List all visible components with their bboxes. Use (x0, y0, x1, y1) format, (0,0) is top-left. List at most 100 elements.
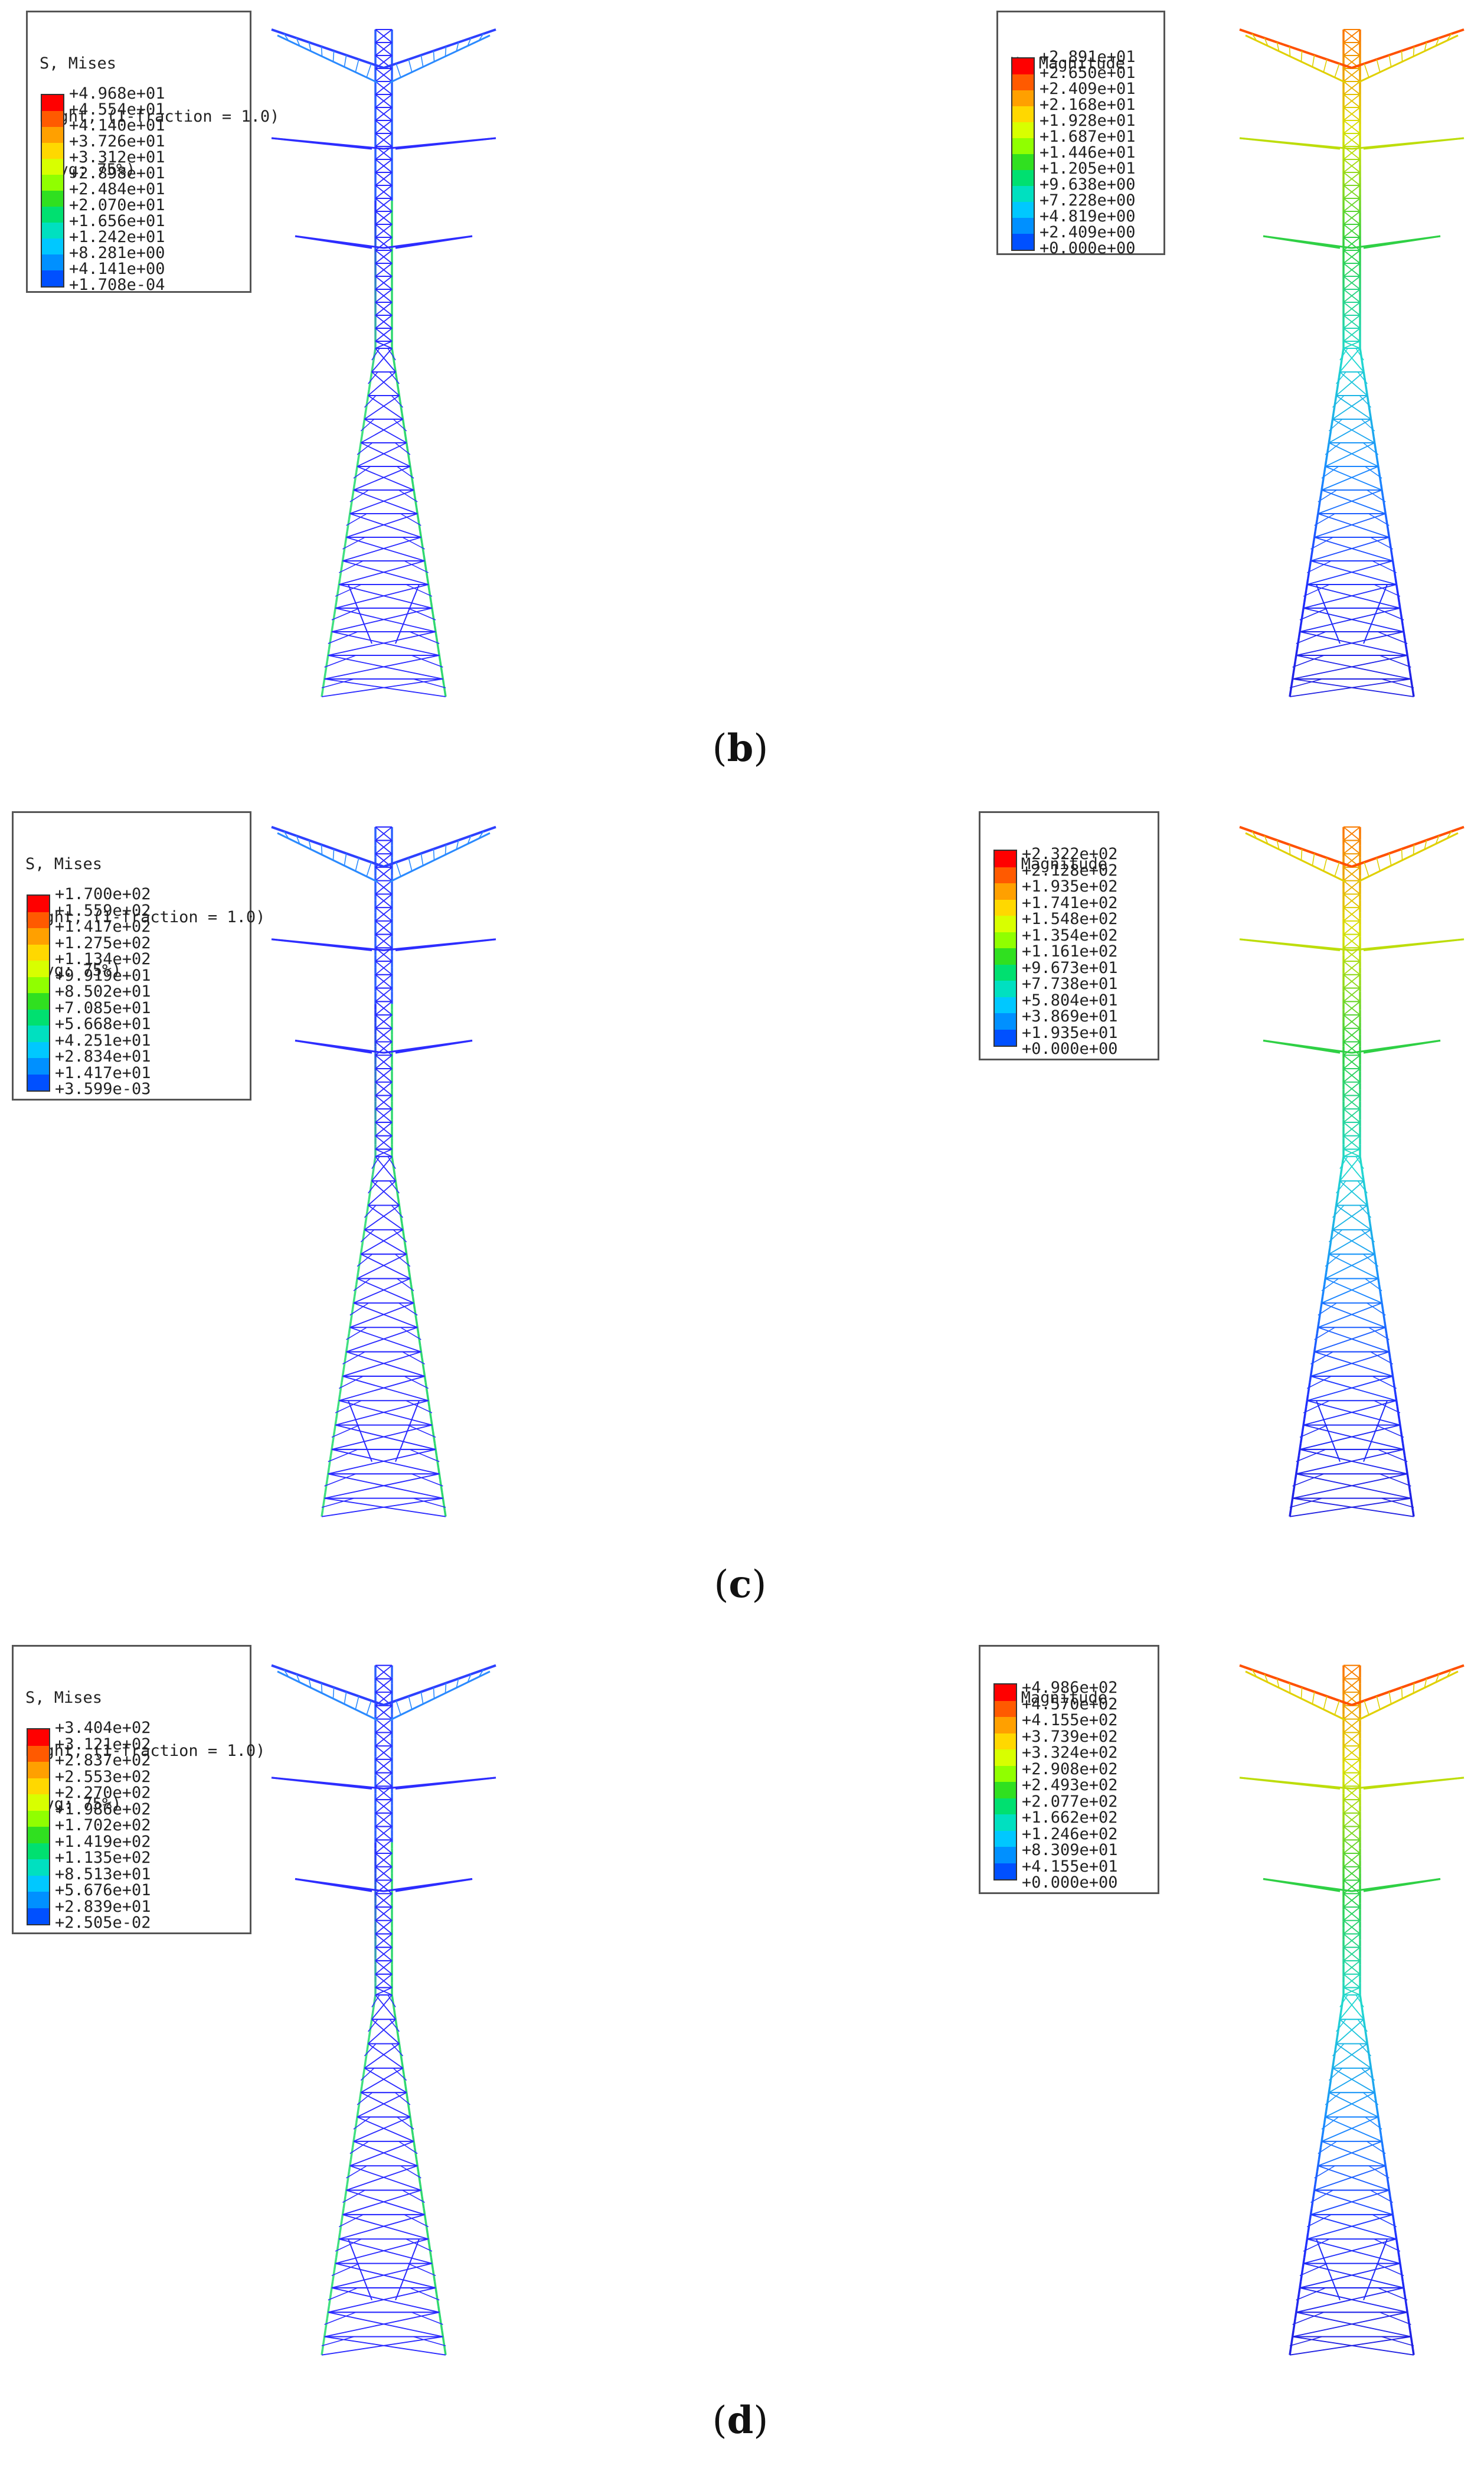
legend-value: +1.548e+02 (1022, 910, 1118, 928)
legend-value: +2.484e+01 (69, 180, 165, 198)
color-bar-segment (1012, 218, 1034, 234)
legend-values: +2.322e+02 +2.128e+02 +1.935e+02 +1.741e+02… (1022, 846, 1118, 1057)
color-bar-segment (1012, 106, 1034, 122)
legend-value: +8.309e+01 (1022, 1841, 1118, 1859)
legend-value: +1.662e+02 (1022, 1808, 1118, 1827)
color-bar-segment (995, 1782, 1016, 1798)
legend-value: +1.559e+02 (55, 901, 151, 920)
color-bar-segment (28, 1810, 49, 1827)
color-bar-segment (1012, 138, 1034, 154)
legend-value: +2.891e+01 (1040, 48, 1136, 66)
color-bar-segment (42, 191, 63, 207)
color-bar-segment (28, 1745, 49, 1762)
disp-legend-b: U, Magnitude +2.891e+01 +2.650e+01 +2.409e… (996, 11, 1165, 257)
color-bar-segment (995, 1847, 1016, 1863)
color-bar-segment (42, 223, 63, 239)
legend-title-line: S, Mises (25, 1689, 103, 1707)
color-bar-segment (28, 1827, 49, 1843)
legend-value: +1.656e+01 (69, 212, 165, 230)
legend-value: +3.869e+01 (1022, 1007, 1118, 1026)
color-bar-segment (995, 1684, 1016, 1701)
color-bar-segment (995, 1733, 1016, 1749)
legend-value: +1.246e+02 (1022, 1824, 1118, 1843)
color-bar-segment (42, 254, 63, 270)
color-bar-segment (995, 883, 1016, 900)
legend-value: +1.205e+01 (1040, 159, 1136, 178)
stress-legend-c: S, Mises Right, (1-fraction = 1.0) (Avg:… (12, 811, 265, 1101)
color-bar-segment (28, 1892, 49, 1908)
tower-stress-b (271, 28, 496, 697)
legend-value: +1.419e+02 (55, 1832, 151, 1851)
legend-value: +1.935e+01 (1022, 1023, 1118, 1042)
color-bar (41, 94, 64, 288)
legend-value: +2.070e+01 (69, 196, 165, 214)
color-bar-segment (995, 932, 1016, 948)
legend-value: +1.702e+02 (55, 1816, 151, 1834)
color-bar-segment (995, 916, 1016, 932)
color-bar-segment (28, 1843, 49, 1859)
color-bar-segment (995, 1814, 1016, 1831)
legend-value: +2.908e+02 (1022, 1759, 1118, 1778)
legend-value: +7.228e+00 (1040, 191, 1136, 210)
legend-value: +7.738e+01 (1022, 975, 1118, 993)
legend-value: +2.837e+02 (55, 1751, 151, 1769)
legend-value: +8.281e+00 (69, 244, 165, 262)
legend-value: +1.354e+02 (1022, 926, 1118, 945)
legend-value: +1.928e+01 (1040, 112, 1136, 130)
legend-title-line: S, Mises (40, 54, 117, 73)
legend-value: +1.687e+01 (1040, 128, 1136, 146)
disp-legend-d: U, Magnitude +4.986e+02 +4.570e+02 +4.155e… (979, 1645, 1159, 1894)
legend-value: +5.676e+01 (55, 1881, 151, 1899)
legend-value: +1.708e-04 (69, 276, 165, 294)
legend-value: +1.134e+02 (55, 950, 151, 968)
legend-value: +4.155e+01 (1022, 1857, 1118, 1876)
legend-value: +2.650e+01 (1040, 64, 1136, 82)
color-bar-segment (995, 1013, 1016, 1030)
caption-c: (c) (714, 1562, 767, 1607)
color-bar-segment (995, 1749, 1016, 1766)
color-bar-segment (28, 1778, 49, 1794)
color-bar-segment (995, 1830, 1016, 1847)
color-bar-segment (28, 1009, 49, 1026)
caption-letter: b (727, 726, 754, 770)
caption-letter: d (727, 2398, 754, 2443)
legend-value: +0.000e+00 (1022, 1873, 1118, 1892)
legend-value: +3.739e+02 (1022, 1727, 1118, 1746)
color-bar-segment (42, 207, 63, 223)
color-bar (993, 850, 1017, 1047)
legend-value: +3.726e+01 (69, 132, 165, 151)
legend-value: +2.409e+00 (1040, 223, 1136, 241)
color-bar-segment (995, 1029, 1016, 1046)
color-bar-segment (995, 1863, 1016, 1879)
legend-value: +2.128e+02 (1022, 861, 1118, 880)
color-bar-segment (42, 270, 63, 286)
color-bar-segment (28, 961, 49, 977)
disp-legend-c: U, Magnitude +2.322e+02 +2.128e+02 +1.935e… (979, 811, 1159, 1060)
tower-stress-c (271, 825, 496, 1517)
color-bar-segment (1012, 234, 1034, 250)
color-bar-segment (1012, 74, 1034, 90)
legend-values: +4.986e+02 +4.570e+02 +4.155e+02 +3.739e+02… (1022, 1680, 1118, 1891)
legend-value: +2.898e+01 (69, 164, 165, 182)
legend-value: +4.986e+02 (1022, 1679, 1118, 1697)
legend-value: +1.161e+02 (1022, 942, 1118, 961)
color-bar-segment (28, 928, 49, 945)
legend-value: +5.668e+01 (55, 1015, 151, 1033)
color-bar-segment (42, 95, 63, 111)
tower-displacement-c (1239, 825, 1465, 1517)
color-bar-segment (28, 993, 49, 1010)
legend-value: +9.919e+01 (55, 966, 151, 985)
legend-value: +0.000e+00 (1040, 239, 1136, 257)
legend-value: +1.446e+01 (1040, 143, 1136, 162)
legend-value: +8.513e+01 (55, 1865, 151, 1883)
color-bar-segment (28, 1026, 49, 1042)
legend-value: +7.085e+01 (55, 998, 151, 1017)
color-bar (27, 894, 50, 1092)
color-bar-segment (28, 1058, 49, 1075)
legend-value: +9.673e+01 (1022, 958, 1118, 977)
legend-value: +1.135e+02 (55, 1849, 151, 1867)
color-bar (1011, 57, 1035, 251)
legend-value: +2.839e+01 (55, 1897, 151, 1916)
color-bar-segment (28, 1875, 49, 1892)
legend-values: +3.404e+02 +3.121e+02 +2.837e+02 +2.553e+02… (55, 1720, 151, 1931)
